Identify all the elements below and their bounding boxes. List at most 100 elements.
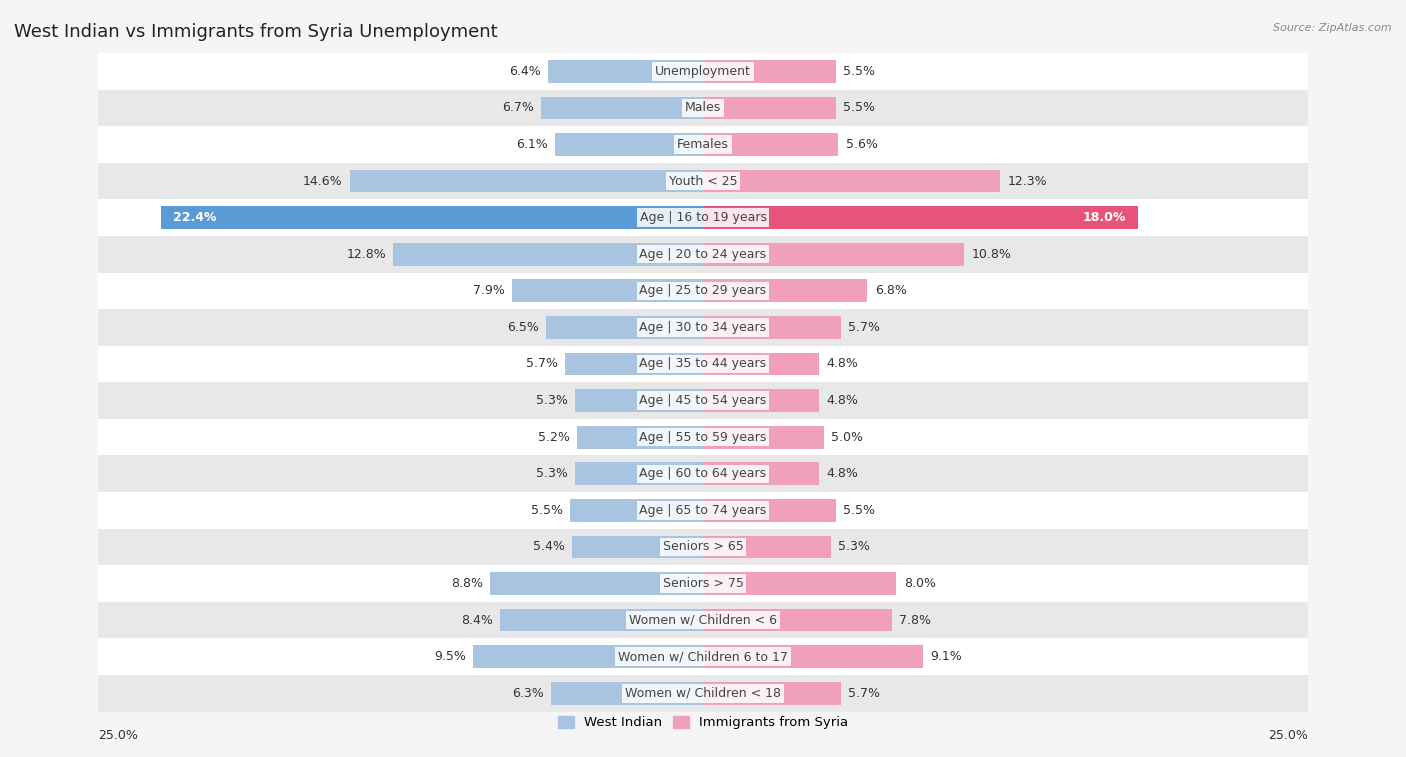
Text: 18.0%: 18.0%: [1083, 211, 1126, 224]
Bar: [703, 60, 837, 83]
Bar: [703, 426, 824, 448]
Text: 5.5%: 5.5%: [530, 504, 562, 517]
Text: 8.8%: 8.8%: [451, 577, 482, 590]
Bar: [703, 97, 837, 119]
Text: 25.0%: 25.0%: [1268, 729, 1308, 742]
Bar: [162, 207, 703, 229]
Text: Age | 60 to 64 years: Age | 60 to 64 years: [640, 467, 766, 480]
Text: 9.5%: 9.5%: [434, 650, 465, 663]
Bar: [98, 346, 1308, 382]
Text: 5.3%: 5.3%: [536, 467, 568, 480]
Bar: [98, 492, 1308, 528]
Bar: [555, 133, 703, 156]
Bar: [98, 89, 1308, 126]
Text: 10.8%: 10.8%: [972, 248, 1011, 260]
Text: 8.4%: 8.4%: [461, 614, 492, 627]
Text: 5.0%: 5.0%: [831, 431, 863, 444]
Bar: [575, 463, 703, 485]
Bar: [491, 572, 703, 595]
Text: Age | 16 to 19 years: Age | 16 to 19 years: [640, 211, 766, 224]
Text: Seniors > 65: Seniors > 65: [662, 540, 744, 553]
Text: 22.4%: 22.4%: [173, 211, 217, 224]
Text: Age | 45 to 54 years: Age | 45 to 54 years: [640, 394, 766, 407]
Text: 5.2%: 5.2%: [538, 431, 569, 444]
Bar: [394, 243, 703, 266]
Bar: [98, 382, 1308, 419]
Text: Age | 30 to 34 years: Age | 30 to 34 years: [640, 321, 766, 334]
Text: 12.8%: 12.8%: [346, 248, 387, 260]
Legend: West Indian, Immigrants from Syria: West Indian, Immigrants from Syria: [553, 711, 853, 734]
Bar: [703, 609, 891, 631]
Bar: [98, 53, 1308, 89]
Text: 5.5%: 5.5%: [844, 65, 876, 78]
Text: 7.9%: 7.9%: [472, 285, 505, 298]
Bar: [98, 236, 1308, 273]
Text: 9.1%: 9.1%: [931, 650, 962, 663]
Bar: [703, 499, 837, 522]
Bar: [98, 273, 1308, 309]
Text: 5.3%: 5.3%: [536, 394, 568, 407]
Bar: [98, 565, 1308, 602]
Bar: [703, 536, 831, 558]
Text: Unemployment: Unemployment: [655, 65, 751, 78]
Text: Women w/ Children < 6: Women w/ Children < 6: [628, 614, 778, 627]
Text: Age | 55 to 59 years: Age | 55 to 59 years: [640, 431, 766, 444]
Bar: [551, 682, 703, 705]
Bar: [541, 97, 703, 119]
Text: 6.4%: 6.4%: [509, 65, 541, 78]
Bar: [501, 609, 703, 631]
Bar: [578, 426, 703, 448]
Bar: [548, 60, 703, 83]
Bar: [98, 199, 1308, 236]
Bar: [703, 353, 820, 375]
Bar: [703, 682, 841, 705]
Text: 6.1%: 6.1%: [516, 138, 548, 151]
Bar: [703, 170, 1001, 192]
Bar: [703, 572, 897, 595]
Bar: [546, 316, 703, 338]
Text: Age | 65 to 74 years: Age | 65 to 74 years: [640, 504, 766, 517]
Text: Youth < 25: Youth < 25: [669, 175, 737, 188]
Bar: [703, 646, 924, 668]
Text: 6.8%: 6.8%: [875, 285, 907, 298]
Text: 7.8%: 7.8%: [898, 614, 931, 627]
Text: Males: Males: [685, 101, 721, 114]
Bar: [98, 638, 1308, 675]
Text: 5.4%: 5.4%: [533, 540, 565, 553]
Bar: [98, 602, 1308, 638]
Bar: [572, 536, 703, 558]
Bar: [474, 646, 703, 668]
Text: West Indian vs Immigrants from Syria Unemployment: West Indian vs Immigrants from Syria Une…: [14, 23, 498, 41]
Bar: [98, 456, 1308, 492]
Text: Women w/ Children 6 to 17: Women w/ Children 6 to 17: [619, 650, 787, 663]
Text: 12.3%: 12.3%: [1008, 175, 1047, 188]
Text: 4.8%: 4.8%: [827, 467, 858, 480]
Text: 14.6%: 14.6%: [304, 175, 343, 188]
Text: 5.5%: 5.5%: [844, 504, 876, 517]
Bar: [98, 675, 1308, 712]
Bar: [350, 170, 703, 192]
Text: 6.5%: 6.5%: [506, 321, 538, 334]
Bar: [703, 463, 820, 485]
Bar: [703, 133, 838, 156]
Text: Women w/ Children < 18: Women w/ Children < 18: [626, 687, 780, 699]
Bar: [98, 163, 1308, 199]
Bar: [703, 316, 841, 338]
Text: Age | 35 to 44 years: Age | 35 to 44 years: [640, 357, 766, 370]
Text: Seniors > 75: Seniors > 75: [662, 577, 744, 590]
Text: Age | 20 to 24 years: Age | 20 to 24 years: [640, 248, 766, 260]
Text: 4.8%: 4.8%: [827, 357, 858, 370]
Text: 25.0%: 25.0%: [98, 729, 138, 742]
Bar: [703, 207, 1139, 229]
Text: 6.7%: 6.7%: [502, 101, 534, 114]
Bar: [98, 309, 1308, 346]
Bar: [565, 353, 703, 375]
Text: 5.3%: 5.3%: [838, 540, 870, 553]
Bar: [703, 279, 868, 302]
Bar: [703, 243, 965, 266]
Bar: [98, 419, 1308, 456]
Text: 5.7%: 5.7%: [848, 687, 880, 699]
Bar: [512, 279, 703, 302]
Text: 5.5%: 5.5%: [844, 101, 876, 114]
Bar: [98, 528, 1308, 565]
